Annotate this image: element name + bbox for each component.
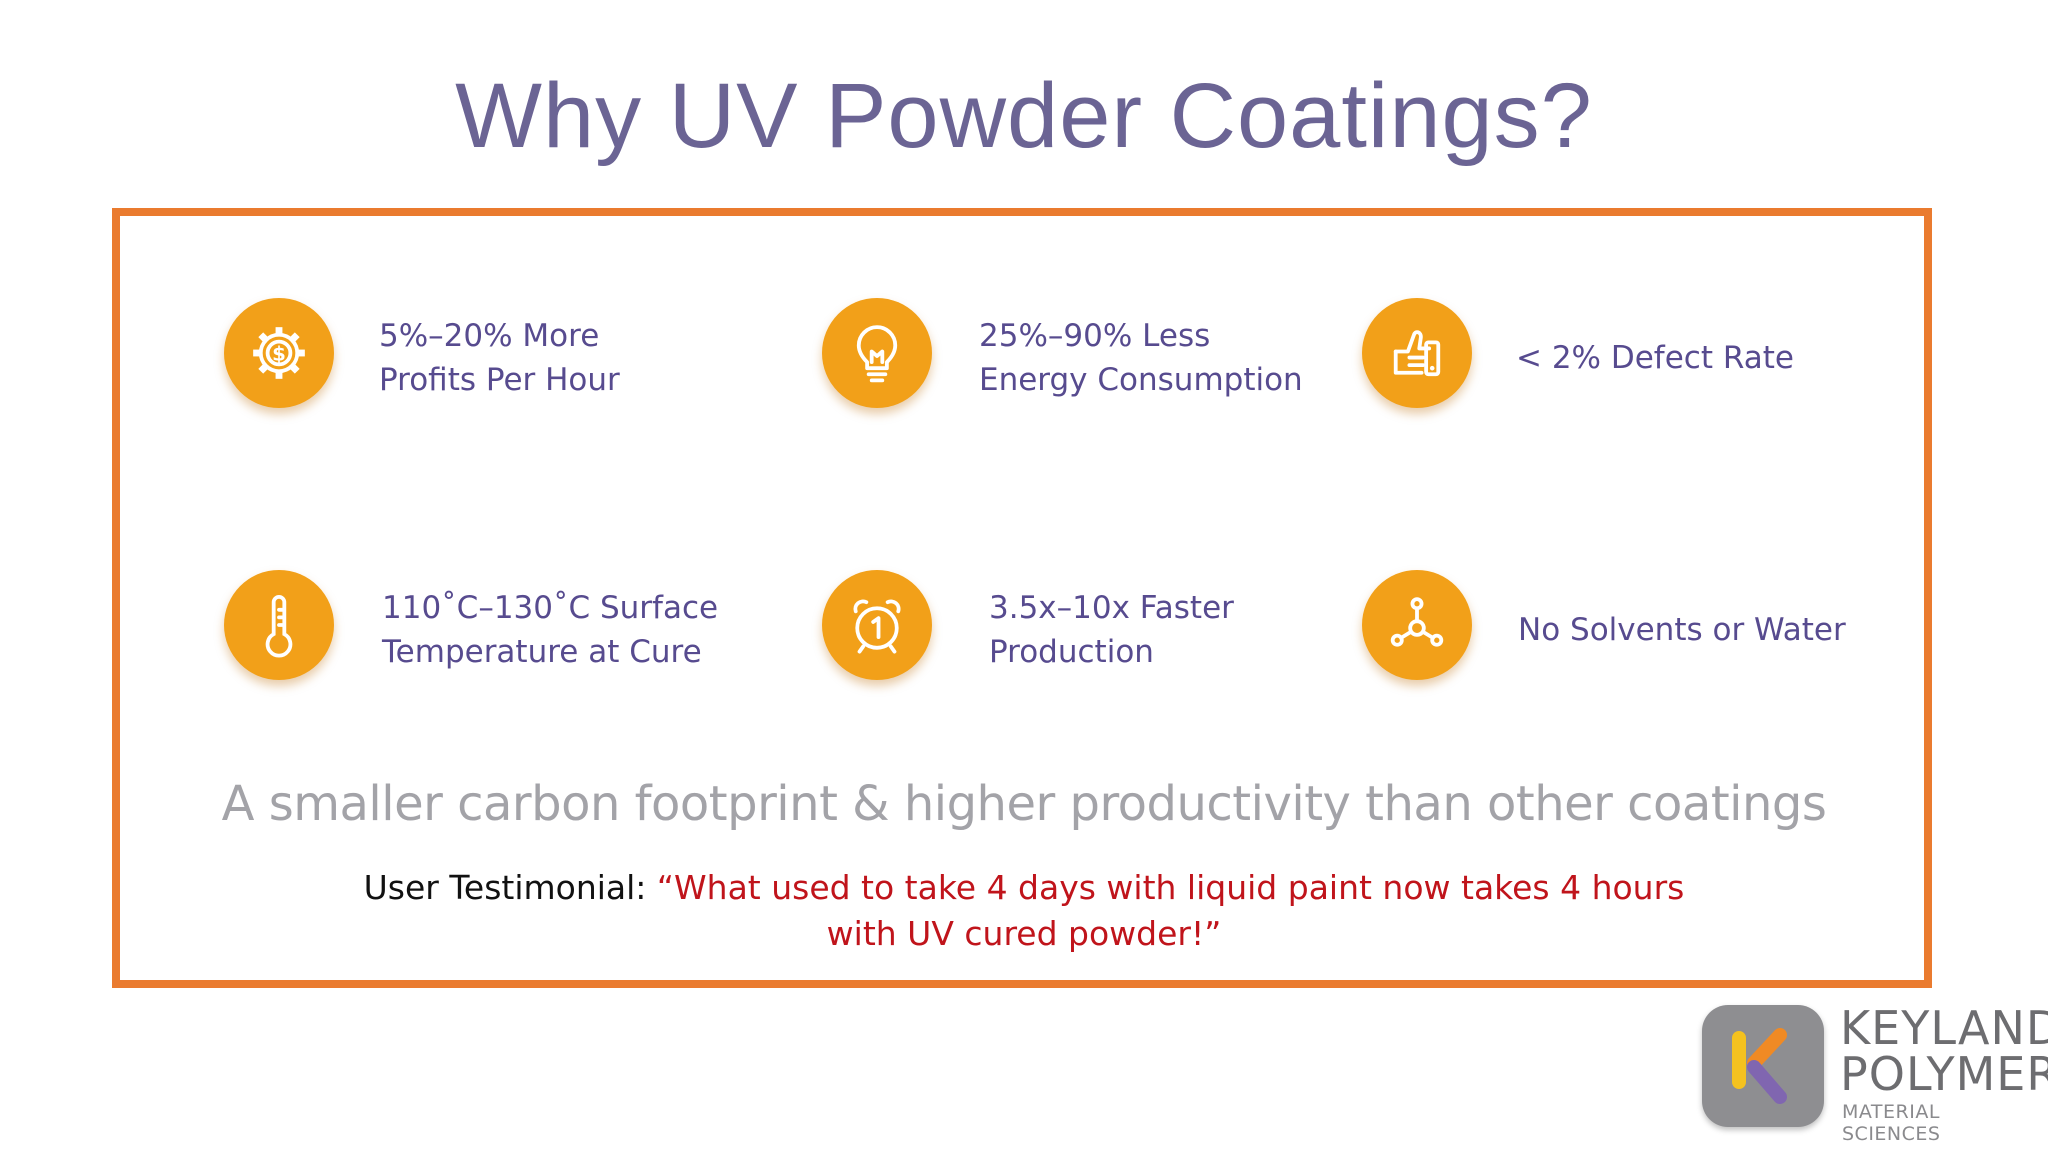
lightbulb-icon xyxy=(822,298,932,408)
feature-text: 3.5x–10x Faster Production xyxy=(989,590,1234,670)
feature-text: No Solvents or Water xyxy=(1518,612,1846,648)
testimonial-quote-line2: with UV cured powder!” xyxy=(826,914,1222,953)
logo-line1: KEYLAND xyxy=(1840,1001,2048,1055)
feature-text: 5%–20% More Profits Per Hour xyxy=(379,318,620,398)
keyland-polymer-logo: KEYLAND POLYMER MATERIAL SCIENCES xyxy=(1702,1005,2048,1145)
feature-temperature: 110˚C–130˚C Surface Temperature at Cure xyxy=(224,570,784,690)
thumbs-up-icon xyxy=(1362,298,1472,408)
feature-energy: 25%–90% Less Energy Consumption xyxy=(822,298,1382,418)
gear-dollar-icon: $ xyxy=(224,298,334,408)
testimonial-quote-line1: “What used to take 4 days with liquid pa… xyxy=(656,868,1685,907)
alarm-clock-icon xyxy=(822,570,932,680)
molecule-icon xyxy=(1362,570,1472,680)
feature-production: 3.5x–10x Faster Production xyxy=(822,570,1382,690)
svg-text:$: $ xyxy=(272,343,286,366)
logo-line2: POLYMER xyxy=(1840,1047,2048,1101)
feature-text: 110˚C–130˚C Surface Temperature at Cure xyxy=(382,590,719,670)
tagline: A smaller carbon footprint & higher prod… xyxy=(221,776,1827,832)
feature-profits: $ 5%–20% More Profits Per Hour xyxy=(224,298,784,418)
feature-text: < 2% Defect Rate xyxy=(1516,340,1794,376)
slide-title: Why UV Powder Coatings? xyxy=(455,65,1593,167)
thermometer-icon xyxy=(224,570,334,680)
logo-line3: MATERIAL SCIENCES xyxy=(1842,1101,1941,1145)
logo-k-mark xyxy=(1702,1005,1824,1127)
features-frame xyxy=(112,208,1932,988)
user-testimonial: User Testimonial: “What used to take 4 d… xyxy=(0,865,2048,957)
feature-text: 25%–90% Less Energy Consumption xyxy=(979,318,1303,398)
feature-solvents: No Solvents or Water xyxy=(1362,570,1922,690)
testimonial-label: User Testimonial: xyxy=(363,868,657,907)
feature-defect: < 2% Defect Rate xyxy=(1362,298,1922,418)
